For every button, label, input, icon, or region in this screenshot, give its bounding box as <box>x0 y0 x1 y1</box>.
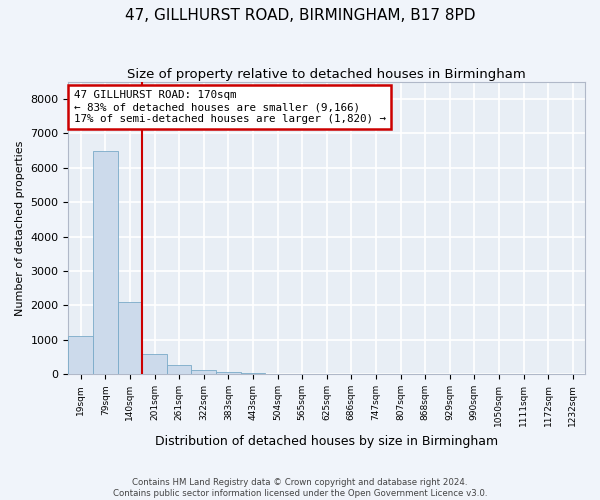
Text: 47 GILLHURST ROAD: 170sqm
← 83% of detached houses are smaller (9,166)
17% of se: 47 GILLHURST ROAD: 170sqm ← 83% of detac… <box>74 90 386 124</box>
Text: Contains HM Land Registry data © Crown copyright and database right 2024.
Contai: Contains HM Land Registry data © Crown c… <box>113 478 487 498</box>
X-axis label: Distribution of detached houses by size in Birmingham: Distribution of detached houses by size … <box>155 434 498 448</box>
Bar <box>142 354 167 374</box>
Bar <box>93 150 118 374</box>
Bar <box>191 370 216 374</box>
Bar <box>167 364 191 374</box>
Bar <box>216 372 241 374</box>
Bar <box>118 302 142 374</box>
Title: Size of property relative to detached houses in Birmingham: Size of property relative to detached ho… <box>127 68 526 80</box>
Bar <box>241 373 265 374</box>
Y-axis label: Number of detached properties: Number of detached properties <box>15 140 25 316</box>
Bar <box>68 336 93 374</box>
Text: 47, GILLHURST ROAD, BIRMINGHAM, B17 8PD: 47, GILLHURST ROAD, BIRMINGHAM, B17 8PD <box>125 8 475 22</box>
